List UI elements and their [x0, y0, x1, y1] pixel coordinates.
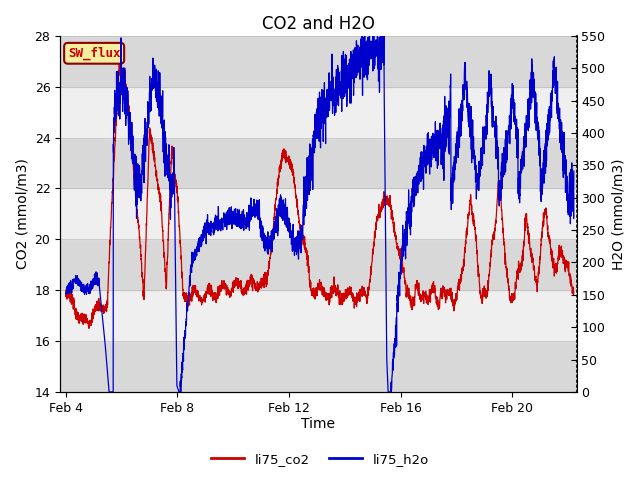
Bar	[60, 189, 577, 240]
Legend: li75_co2, li75_h2o: li75_co2, li75_h2o	[205, 447, 435, 471]
Text: SW_flux: SW_flux	[68, 47, 120, 60]
Y-axis label: H2O (mmol/m3): H2O (mmol/m3)	[611, 158, 625, 270]
Bar	[60, 341, 577, 392]
X-axis label: Time: Time	[301, 418, 335, 432]
Bar	[60, 290, 577, 341]
Bar	[60, 87, 577, 138]
Bar	[60, 138, 577, 189]
Bar	[60, 36, 577, 87]
Title: CO2 and H2O: CO2 and H2O	[262, 15, 375, 33]
Bar	[60, 240, 577, 290]
Y-axis label: CO2 (mmol/m3): CO2 (mmol/m3)	[15, 158, 29, 269]
